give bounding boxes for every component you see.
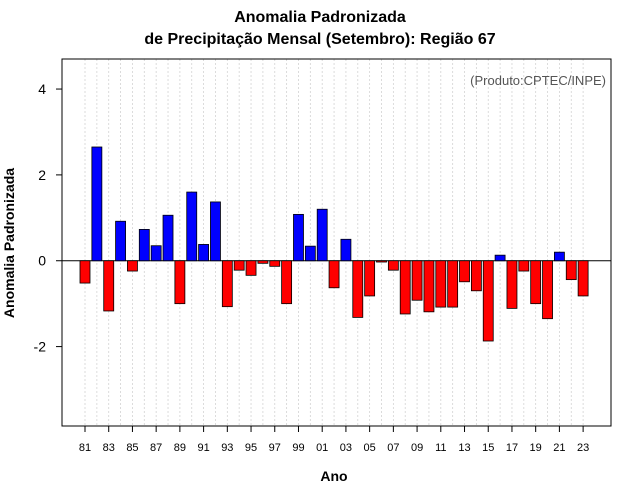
y-axis-title: Anomalia Padronizada <box>1 168 17 318</box>
x-tick-label: 85 <box>126 442 138 454</box>
bar-96 <box>257 260 269 264</box>
bar-12 <box>447 260 459 308</box>
bar-21 <box>554 251 565 262</box>
x-tick-label: 23 <box>577 442 589 454</box>
bar-09 <box>411 260 423 301</box>
bars <box>79 146 589 342</box>
bar-13 <box>459 260 470 283</box>
bar-14 <box>470 260 482 292</box>
bar-02 <box>328 260 340 289</box>
x-tick-label: 05 <box>364 442 376 454</box>
bar-92 <box>210 201 221 262</box>
x-tick-label: 01 <box>316 442 328 454</box>
chart-subtitle: de Precipitação Mensal (Setembro): Regiã… <box>144 31 496 48</box>
y-axis: -2 0 2 4 <box>34 81 62 355</box>
bar-86 <box>138 229 150 262</box>
bar-00 <box>304 245 316 262</box>
x-tick-label: 13 <box>458 442 470 454</box>
bar-93 <box>221 260 233 308</box>
x-tick-label: 19 <box>530 442 542 454</box>
bar-88 <box>162 214 174 262</box>
chart-title: Anomalia Padronizada <box>234 9 406 26</box>
bar-04 <box>352 260 364 318</box>
bar-82 <box>91 146 103 262</box>
bar-95 <box>245 260 257 276</box>
bar-19 <box>530 260 542 305</box>
bar-05 <box>364 260 376 297</box>
bar-07 <box>387 260 399 271</box>
x-tick-label: 95 <box>245 442 257 454</box>
x-tick-label: 17 <box>506 442 518 454</box>
x-tick-label: 21 <box>553 442 565 454</box>
y-tick-label: 0 <box>38 253 46 269</box>
bar-85 <box>127 260 138 272</box>
y-tick-label: -2 <box>34 339 47 355</box>
bar-17 <box>506 260 518 309</box>
x-tick-label: 07 <box>387 442 399 454</box>
bar-10 <box>423 260 435 313</box>
x-tick-label: 83 <box>103 442 115 454</box>
bar-98 <box>281 260 293 305</box>
bar-20 <box>542 260 553 320</box>
x-tick-label: 87 <box>150 442 162 454</box>
x-tick-label: 97 <box>269 442 281 454</box>
x-tick-label: 91 <box>197 442 209 454</box>
bar-18 <box>518 260 530 272</box>
x-tick-label: 93 <box>221 442 233 454</box>
x-tick-label: 15 <box>482 442 494 454</box>
y-tick-label: 4 <box>38 81 46 97</box>
bar-84 <box>115 220 126 262</box>
bar-97 <box>269 260 281 267</box>
bar-91 <box>198 244 210 262</box>
bar-15 <box>482 260 494 342</box>
plot-frame <box>61 58 612 427</box>
x-tick-label: 09 <box>411 442 423 454</box>
credit-label: (Produto:CPTEC/INPE) <box>470 73 606 88</box>
bar-06 <box>376 260 387 263</box>
bar-11 <box>435 260 447 308</box>
y-tick-label: 2 <box>38 167 46 183</box>
x-tick-label: 03 <box>340 442 352 454</box>
bar-01 <box>316 208 328 262</box>
bar-08 <box>399 260 411 315</box>
bar-90 <box>186 191 198 262</box>
x-tick-label: 99 <box>292 442 304 454</box>
bar-87 <box>150 245 162 262</box>
bar-03 <box>340 238 352 262</box>
bar-94 <box>233 260 245 271</box>
x-tick-label: 81 <box>79 442 91 454</box>
bar-16 <box>494 254 506 262</box>
x-axis-title: Ano <box>320 468 347 484</box>
bar-83 <box>103 260 115 312</box>
bar-23 <box>577 260 589 297</box>
bar-81 <box>79 260 91 284</box>
bar-89 <box>174 260 186 305</box>
bar-22 <box>565 260 577 281</box>
bar-99 <box>293 213 304 262</box>
x-tick-label: 11 <box>435 442 446 454</box>
x-tick-label: 89 <box>174 442 186 454</box>
grid-lines <box>84 59 584 426</box>
x-axis: 81 83 85 87 89 91 93 95 97 99 01 03 05 07 09 11 13 15 17 19… <box>79 426 589 454</box>
